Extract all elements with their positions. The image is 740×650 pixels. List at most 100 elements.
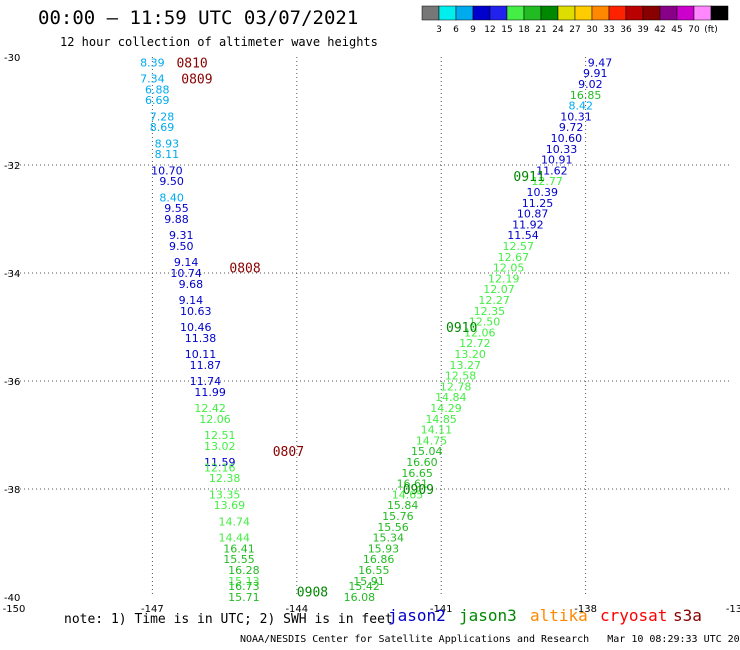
wave-height-value: 14.65 xyxy=(392,488,424,501)
colorbar-swatch xyxy=(642,5,661,21)
wave-height-value: 8.11 xyxy=(155,148,180,161)
wave-height-value: 16.86 xyxy=(363,553,395,566)
colorbar-label: (ft) xyxy=(704,25,718,35)
colorbar-swatch xyxy=(608,5,627,21)
wave-height-value: 16.41 xyxy=(223,542,255,555)
time-label: 0808 xyxy=(229,262,260,277)
wave-height-value: 16.85 xyxy=(570,89,602,102)
wave-height-value: 12.58 xyxy=(445,370,477,383)
colorbar-label: 9 xyxy=(470,25,476,35)
colorbar-label: 30 xyxy=(586,25,598,35)
x-tick-label: -141 xyxy=(430,604,453,615)
wave-height-value: 13.20 xyxy=(454,348,486,361)
y-tick-label: -38 xyxy=(4,485,20,496)
colorbar-label: 15 xyxy=(501,25,512,35)
wave-height-value: 10.87 xyxy=(517,208,549,221)
y-tick-label: -34 xyxy=(4,269,20,280)
colorbar-swatch xyxy=(523,5,542,21)
axis-ticks: -150 -147 -144 -141 -138 -13 -30 -32 -34 -36 -38 -4… xyxy=(3,53,740,615)
colorbar-swatch xyxy=(489,5,508,21)
plot-grid xyxy=(8,57,730,597)
wave-height-value: 8.69 xyxy=(150,121,175,134)
wave-height-value: 14.74 xyxy=(218,515,250,528)
x-tick-label: -150 xyxy=(3,604,26,615)
wave-height-value: 9.14 xyxy=(179,294,204,307)
wave-height-value: 12.06 xyxy=(199,413,231,426)
wave-height-value: 12.50 xyxy=(469,316,501,329)
wave-height-value: 16.61 xyxy=(397,478,429,491)
wave-height-value: 10.91 xyxy=(541,154,573,167)
wave-height-value: 12.27 xyxy=(478,294,510,307)
colorbar-label: 70 xyxy=(688,25,700,35)
colorbar-label: 36 xyxy=(620,25,632,35)
wave-height-value: 16.55 xyxy=(358,564,390,577)
wave-height-value: 11.99 xyxy=(194,386,226,399)
wave-height-value: 14.11 xyxy=(421,424,453,437)
wave-height-value: 15.56 xyxy=(377,521,409,534)
wave-height-value: 14.85 xyxy=(425,413,457,426)
wave-height-value: 11.92 xyxy=(512,218,544,231)
wave-height-value: 8.39 xyxy=(140,56,165,69)
chart-subtitle: 12 hour collection of altimeter wave hei… xyxy=(60,35,378,49)
wave-height-value: 12.42 xyxy=(194,402,226,415)
wave-height-value: 12.16 xyxy=(204,461,236,474)
colorbar-swatch xyxy=(472,5,491,21)
wave-height-value: 16.28 xyxy=(228,564,260,577)
wave-height-value: 15.93 xyxy=(368,542,400,555)
wave-height-value: 9.50 xyxy=(159,175,184,188)
colorbar-label: 24 xyxy=(552,25,564,35)
wave-height-value: 12.57 xyxy=(502,240,534,253)
colorbar-swatch xyxy=(421,5,440,21)
wave-height-value: 8.93 xyxy=(155,137,180,150)
wave-height-value: 13.69 xyxy=(214,499,246,512)
wave-height-value: 11.25 xyxy=(522,197,554,210)
wave-height-value: 12.06 xyxy=(464,326,496,339)
wave-height-value: 10.63 xyxy=(180,305,212,318)
colorbar-swatch xyxy=(455,5,474,21)
colorbar-swatch xyxy=(710,5,729,21)
wave-height-value: 10.33 xyxy=(546,143,578,156)
footnote: note: 1) Time is in UTC; 2) SWH is in fe… xyxy=(64,612,393,627)
wave-height-value: 7.28 xyxy=(150,110,175,123)
time-label: 0908 xyxy=(297,586,328,601)
time-labels: 0810 0809 0808 0807 0911 0910 0909 0908 xyxy=(176,56,544,600)
wave-height-value: 11.74 xyxy=(190,375,222,388)
wave-height-value: 11.62 xyxy=(536,164,568,177)
colorbar-swatch xyxy=(540,5,559,21)
x-tick-label: -147 xyxy=(141,604,164,615)
wave-height-points: 8.397.346.886.697.288.698.938.1110.709.5… xyxy=(140,56,612,604)
wave-height-value: 15.55 xyxy=(223,553,255,566)
wave-height-value: 9.68 xyxy=(179,278,204,291)
wave-height-value: 11.38 xyxy=(185,332,217,345)
colorbar-label: 12 xyxy=(484,25,495,35)
colorbar-label: 18 xyxy=(518,25,530,35)
wave-height-value: 12.51 xyxy=(204,429,236,442)
wave-height-value: 9.50 xyxy=(169,240,194,253)
wave-height-value: 12.07 xyxy=(483,283,515,296)
wave-height-value: 15.91 xyxy=(353,575,385,588)
wave-height-value: 9.72 xyxy=(559,121,584,134)
colorbar-swatch xyxy=(574,5,593,21)
wave-height-value: 9.14 xyxy=(174,256,199,269)
wave-height-value: 12.19 xyxy=(488,272,520,285)
wave-height-value: 10.31 xyxy=(560,110,592,123)
wave-height-value: 14.84 xyxy=(435,391,467,404)
wave-height-value: 9.47 xyxy=(588,56,613,69)
colorbar-swatch xyxy=(506,5,525,21)
wave-height-value: 12.67 xyxy=(498,251,530,264)
time-label: 0809 xyxy=(181,73,212,88)
chart-title: 00:00 — 11:59 UTC 03/07/2021 xyxy=(38,7,359,29)
colorbar-swatch xyxy=(693,5,712,21)
colorbar-label: 6 xyxy=(453,25,459,35)
wave-height-value: 12.78 xyxy=(440,380,472,393)
wave-height-value: 16.65 xyxy=(401,467,433,480)
wave-height-value: 16.73 xyxy=(228,580,260,593)
wave-height-value: 6.69 xyxy=(145,94,170,107)
colorbar-label: 3 xyxy=(436,25,442,35)
wave-height-value: 9.88 xyxy=(164,213,189,226)
wave-height-value: 9.02 xyxy=(578,78,603,91)
colorbar-swatch xyxy=(591,5,610,21)
colorbar-label: 33 xyxy=(603,25,614,35)
wave-height-value: 15.13 xyxy=(228,575,260,588)
